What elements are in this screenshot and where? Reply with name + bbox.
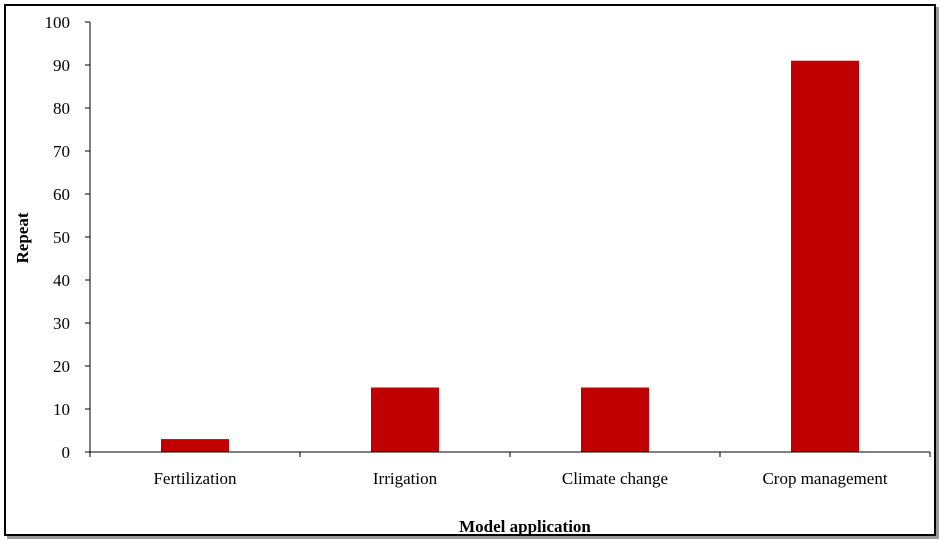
x-tick-label: Crop management	[762, 469, 887, 488]
y-axis-ticks: 0 10 20 30 40 50 60 70 80 90 100	[45, 13, 90, 462]
y-tick-label: 30	[53, 314, 70, 333]
x-axis-title: Model application	[459, 517, 591, 536]
y-tick-label: 10	[53, 400, 70, 419]
bar-crop-management	[791, 60, 859, 452]
y-axis-title: Repeat	[13, 212, 32, 263]
x-tick-label: Fertilization	[153, 469, 237, 488]
y-tick-label: 0	[62, 443, 71, 462]
bars	[161, 60, 859, 452]
x-tick-label: Irrigation	[373, 469, 438, 488]
x-axis-ticks: Fertilization Irrigation Climate change Cro…	[89, 452, 931, 488]
y-tick-label: 20	[53, 357, 70, 376]
bar-irrigation	[371, 387, 439, 452]
y-tick-label: 80	[53, 99, 70, 118]
bar-fertilization	[161, 439, 229, 452]
y-tick-label: 40	[53, 271, 70, 290]
y-tick-label: 100	[45, 13, 71, 32]
chart-frame	[4, 4, 936, 536]
bar-climate-change	[581, 387, 649, 452]
y-tick-label: 90	[53, 56, 70, 75]
x-tick-label: Climate change	[562, 469, 668, 488]
y-tick-label: 60	[53, 185, 70, 204]
y-tick-label: 70	[53, 142, 70, 161]
y-tick-label: 50	[53, 228, 70, 247]
